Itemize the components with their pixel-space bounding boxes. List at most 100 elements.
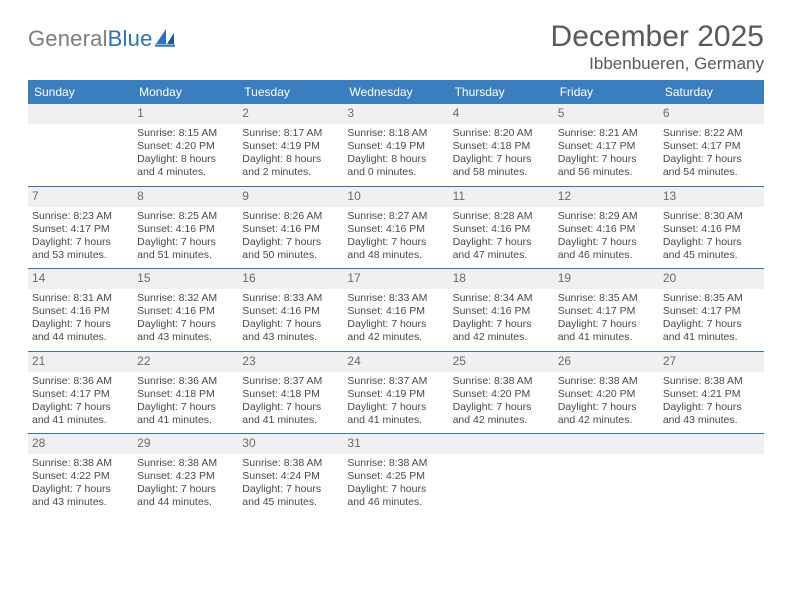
sunrise-text: Sunrise: 8:17 AM	[242, 127, 339, 140]
weekday-header-row: SundayMondayTuesdayWednesdayThursdayFrid…	[28, 80, 764, 104]
sunset-text: Sunset: 4:19 PM	[347, 388, 444, 401]
sunrise-text: Sunrise: 8:23 AM	[32, 210, 129, 223]
day-number: 29	[133, 433, 238, 454]
week-row: 1Sunrise: 8:15 AMSunset: 4:20 PMDaylight…	[28, 104, 764, 186]
sunset-text: Sunset: 4:23 PM	[137, 470, 234, 483]
day-number: 17	[343, 268, 448, 289]
day-cell	[28, 104, 133, 186]
day-number: 11	[449, 186, 554, 207]
sunrise-text: Sunrise: 8:38 AM	[663, 375, 760, 388]
day-number	[449, 433, 554, 454]
day-cell: 2Sunrise: 8:17 AMSunset: 4:19 PMDaylight…	[238, 104, 343, 186]
day-number: 14	[28, 268, 133, 289]
daylight-text: Daylight: 7 hours and 42 minutes.	[558, 401, 655, 427]
daylight-text: Daylight: 7 hours and 42 minutes.	[453, 318, 550, 344]
day-number: 5	[554, 104, 659, 124]
day-cell: 3Sunrise: 8:18 AMSunset: 4:19 PMDaylight…	[343, 104, 448, 186]
daylight-text: Daylight: 7 hours and 44 minutes.	[137, 483, 234, 509]
day-cell: 26Sunrise: 8:38 AMSunset: 4:20 PMDayligh…	[554, 351, 659, 434]
day-number: 12	[554, 186, 659, 207]
day-cell: 31Sunrise: 8:38 AMSunset: 4:25 PMDayligh…	[343, 433, 448, 516]
day-number: 2	[238, 104, 343, 124]
daylight-text: Daylight: 7 hours and 47 minutes.	[453, 236, 550, 262]
daylight-text: Daylight: 8 hours and 0 minutes.	[347, 153, 444, 179]
day-number: 30	[238, 433, 343, 454]
logo-text: GeneralBlue	[28, 26, 153, 52]
daylight-text: Daylight: 7 hours and 44 minutes.	[32, 318, 129, 344]
day-number: 4	[449, 104, 554, 124]
daylight-text: Daylight: 7 hours and 45 minutes.	[242, 483, 339, 509]
sunset-text: Sunset: 4:17 PM	[32, 223, 129, 236]
day-cell: 28Sunrise: 8:38 AMSunset: 4:22 PMDayligh…	[28, 433, 133, 516]
sunrise-text: Sunrise: 8:32 AM	[137, 292, 234, 305]
logo-blue: Blue	[108, 26, 153, 51]
daylight-text: Daylight: 7 hours and 46 minutes.	[558, 236, 655, 262]
day-number: 3	[343, 104, 448, 124]
day-cell: 1Sunrise: 8:15 AMSunset: 4:20 PMDaylight…	[133, 104, 238, 186]
day-cell: 14Sunrise: 8:31 AMSunset: 4:16 PMDayligh…	[28, 268, 133, 351]
daylight-text: Daylight: 7 hours and 43 minutes.	[663, 401, 760, 427]
day-cell: 8Sunrise: 8:25 AMSunset: 4:16 PMDaylight…	[133, 186, 238, 269]
sunrise-text: Sunrise: 8:35 AM	[558, 292, 655, 305]
day-number: 26	[554, 351, 659, 372]
month-title: December 2025	[551, 22, 764, 52]
day-number: 19	[554, 268, 659, 289]
sunrise-text: Sunrise: 8:21 AM	[558, 127, 655, 140]
week-row: 28Sunrise: 8:38 AMSunset: 4:22 PMDayligh…	[28, 433, 764, 516]
daylight-text: Daylight: 7 hours and 46 minutes.	[347, 483, 444, 509]
day-number: 15	[133, 268, 238, 289]
daylight-text: Daylight: 7 hours and 53 minutes.	[32, 236, 129, 262]
calendar-page: GeneralBlue December 2025 Ibbenbueren, G…	[0, 0, 792, 612]
sunset-text: Sunset: 4:21 PM	[663, 388, 760, 401]
day-cell: 5Sunrise: 8:21 AMSunset: 4:17 PMDaylight…	[554, 104, 659, 186]
day-number: 7	[28, 186, 133, 207]
sunset-text: Sunset: 4:17 PM	[663, 140, 760, 153]
day-number: 6	[659, 104, 764, 124]
day-cell: 9Sunrise: 8:26 AMSunset: 4:16 PMDaylight…	[238, 186, 343, 269]
sunset-text: Sunset: 4:16 PM	[453, 305, 550, 318]
weekday-header: Saturday	[659, 80, 764, 104]
day-number: 27	[659, 351, 764, 372]
daylight-text: Daylight: 7 hours and 54 minutes.	[663, 153, 760, 179]
sunrise-text: Sunrise: 8:37 AM	[347, 375, 444, 388]
sunset-text: Sunset: 4:20 PM	[558, 388, 655, 401]
sunrise-text: Sunrise: 8:22 AM	[663, 127, 760, 140]
day-cell: 21Sunrise: 8:36 AMSunset: 4:17 PMDayligh…	[28, 351, 133, 434]
day-cell: 13Sunrise: 8:30 AMSunset: 4:16 PMDayligh…	[659, 186, 764, 269]
day-cell: 25Sunrise: 8:38 AMSunset: 4:20 PMDayligh…	[449, 351, 554, 434]
daylight-text: Daylight: 7 hours and 58 minutes.	[453, 153, 550, 179]
week-row: 14Sunrise: 8:31 AMSunset: 4:16 PMDayligh…	[28, 268, 764, 351]
sunset-text: Sunset: 4:16 PM	[558, 223, 655, 236]
sunrise-text: Sunrise: 8:30 AM	[663, 210, 760, 223]
day-cell: 15Sunrise: 8:32 AMSunset: 4:16 PMDayligh…	[133, 268, 238, 351]
day-number: 9	[238, 186, 343, 207]
sunrise-text: Sunrise: 8:31 AM	[32, 292, 129, 305]
weekday-header: Monday	[133, 80, 238, 104]
day-number: 8	[133, 186, 238, 207]
day-cell: 23Sunrise: 8:37 AMSunset: 4:18 PMDayligh…	[238, 351, 343, 434]
day-number: 21	[28, 351, 133, 372]
daylight-text: Daylight: 7 hours and 41 minutes.	[32, 401, 129, 427]
sunset-text: Sunset: 4:18 PM	[242, 388, 339, 401]
daylight-text: Daylight: 7 hours and 43 minutes.	[32, 483, 129, 509]
daylight-text: Daylight: 7 hours and 43 minutes.	[137, 318, 234, 344]
logo-gray: General	[28, 26, 108, 51]
sunrise-text: Sunrise: 8:38 AM	[453, 375, 550, 388]
day-number: 13	[659, 186, 764, 207]
sunrise-text: Sunrise: 8:15 AM	[137, 127, 234, 140]
day-cell: 24Sunrise: 8:37 AMSunset: 4:19 PMDayligh…	[343, 351, 448, 434]
sunrise-text: Sunrise: 8:37 AM	[242, 375, 339, 388]
sunset-text: Sunset: 4:16 PM	[137, 223, 234, 236]
day-cell: 11Sunrise: 8:28 AMSunset: 4:16 PMDayligh…	[449, 186, 554, 269]
daylight-text: Daylight: 8 hours and 4 minutes.	[137, 153, 234, 179]
daylight-text: Daylight: 7 hours and 43 minutes.	[242, 318, 339, 344]
sunrise-text: Sunrise: 8:27 AM	[347, 210, 444, 223]
sunset-text: Sunset: 4:20 PM	[137, 140, 234, 153]
sunset-text: Sunset: 4:17 PM	[663, 305, 760, 318]
sunset-text: Sunset: 4:18 PM	[453, 140, 550, 153]
day-number: 23	[238, 351, 343, 372]
sunset-text: Sunset: 4:16 PM	[453, 223, 550, 236]
day-cell: 18Sunrise: 8:34 AMSunset: 4:16 PMDayligh…	[449, 268, 554, 351]
day-number	[659, 433, 764, 454]
weeks-container: 1Sunrise: 8:15 AMSunset: 4:20 PMDaylight…	[28, 104, 764, 516]
